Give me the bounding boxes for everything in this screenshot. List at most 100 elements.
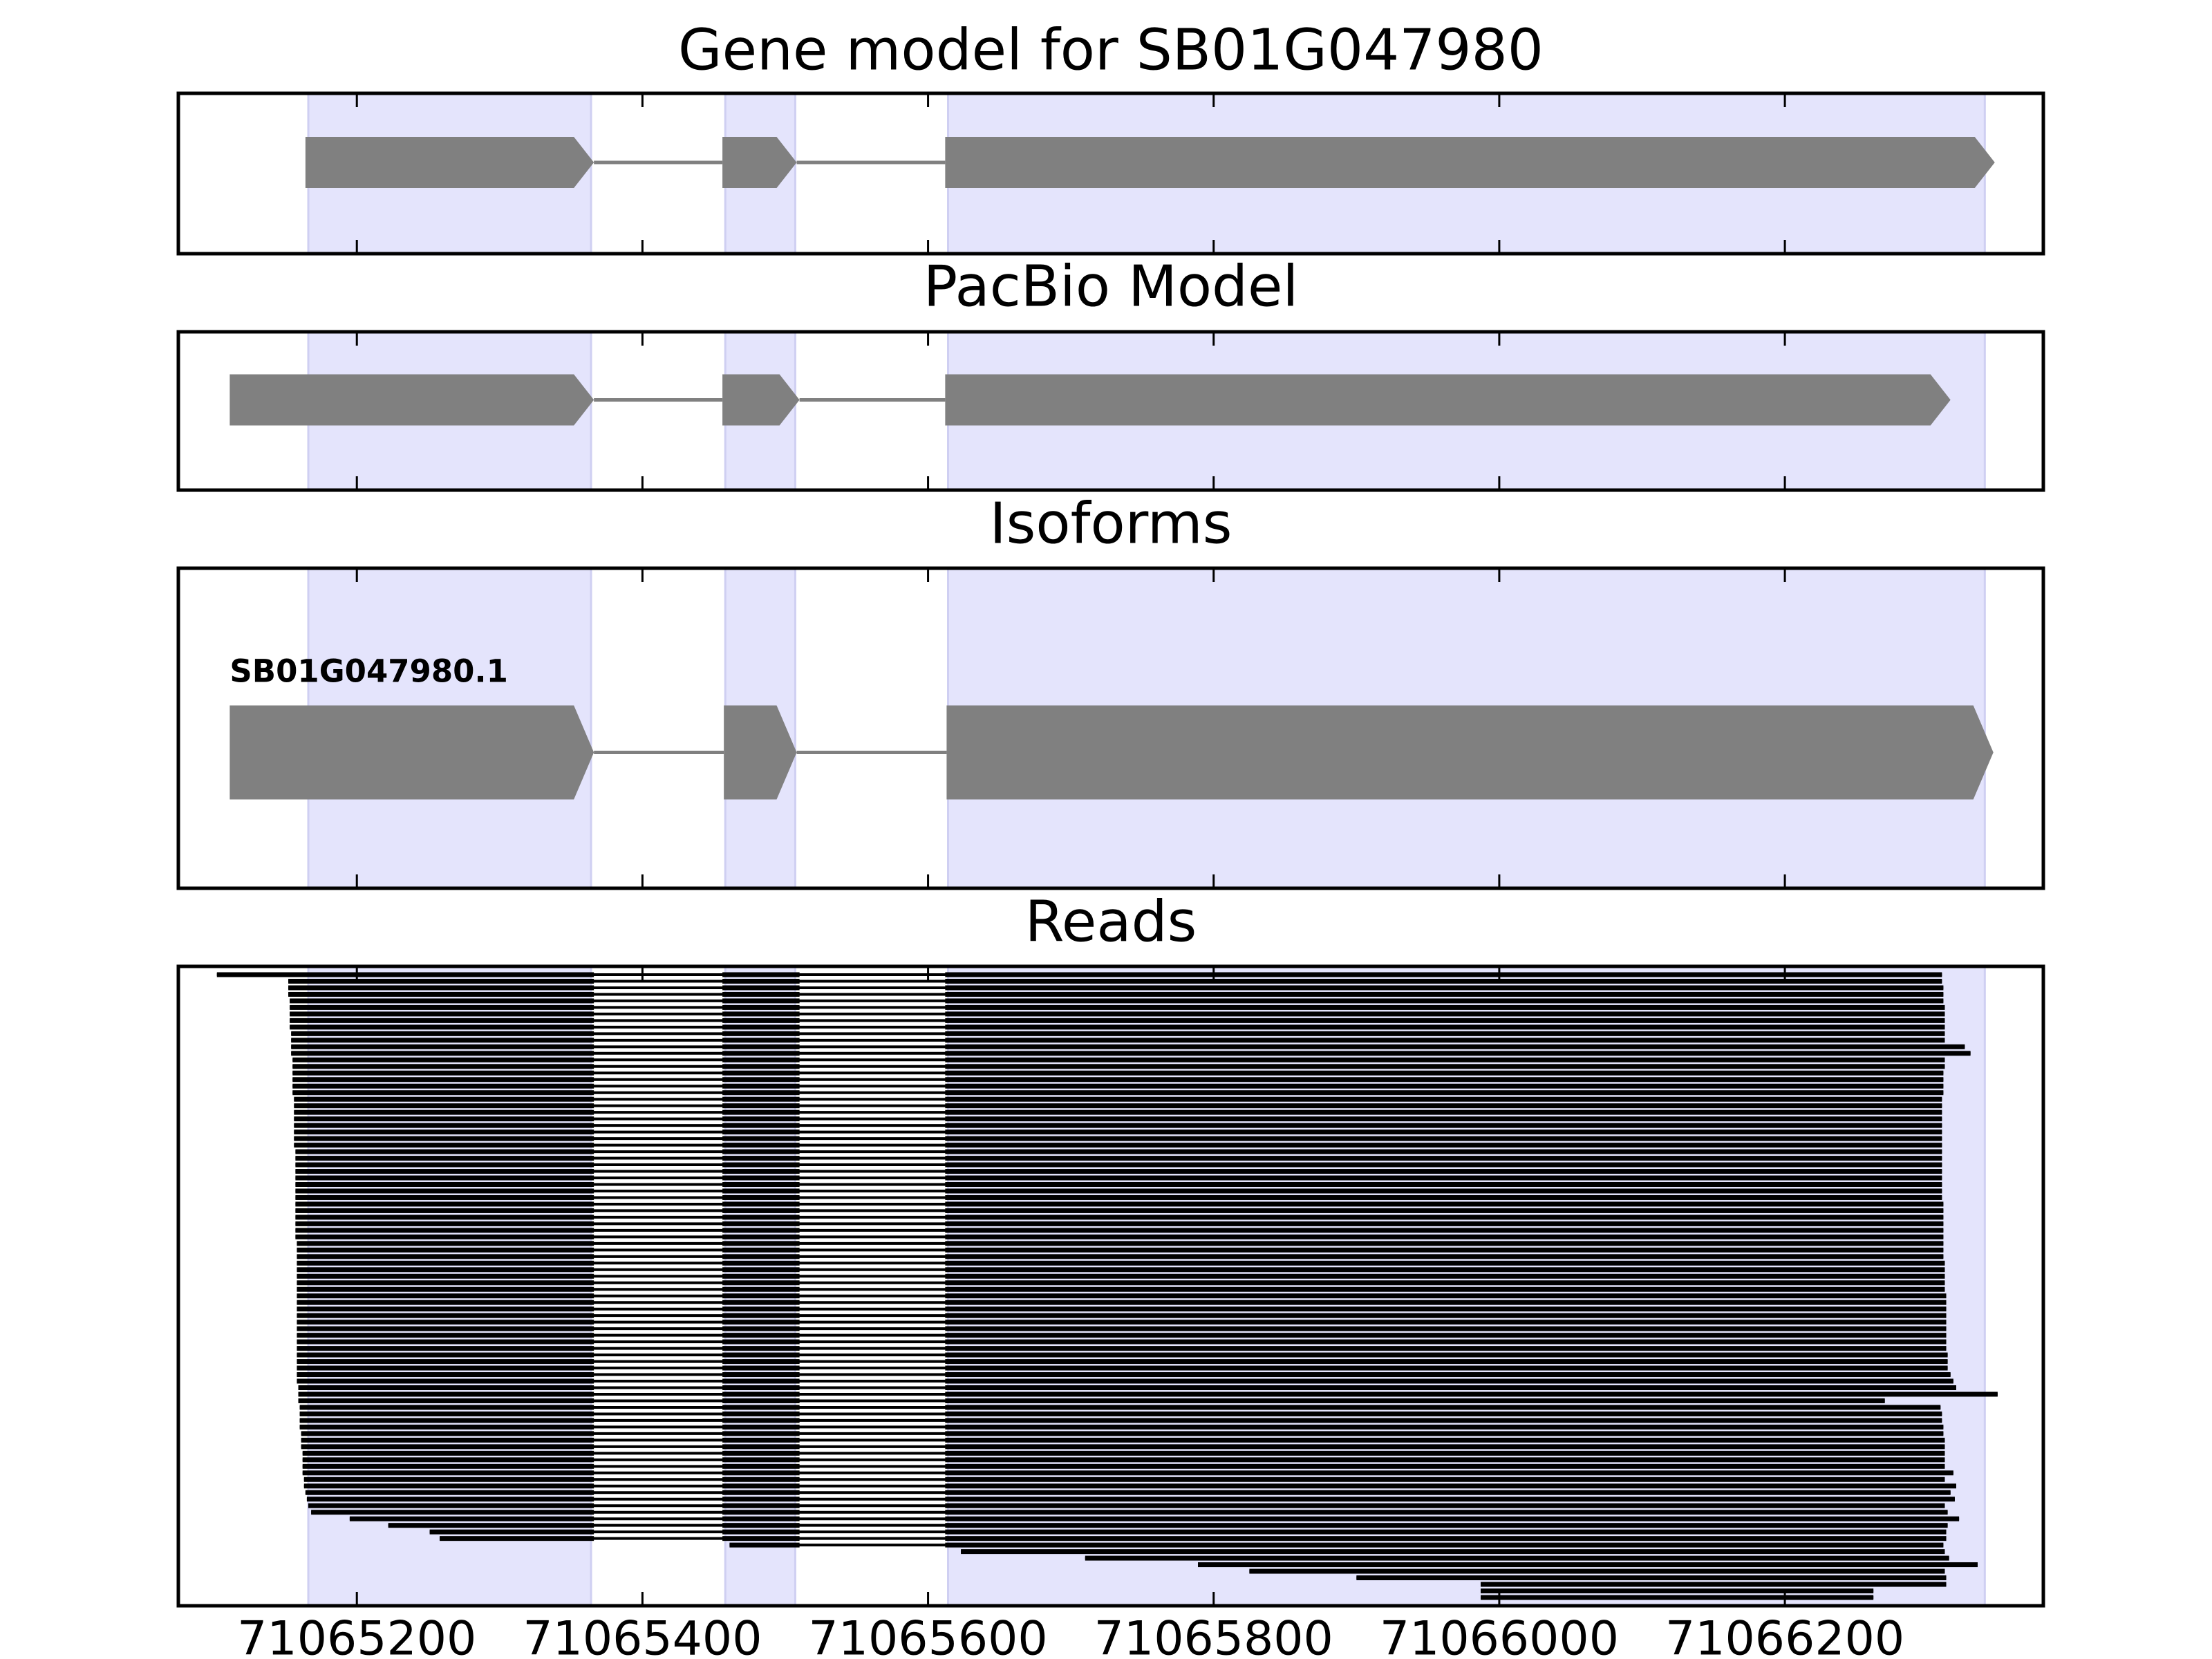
- read-block: [945, 1457, 1945, 1463]
- read-block: [297, 1320, 594, 1325]
- read-block: [722, 1313, 800, 1318]
- read-block: [722, 1260, 800, 1266]
- read-block: [722, 1090, 800, 1096]
- read-block: [295, 1208, 594, 1213]
- read-block: [295, 1162, 594, 1168]
- read-block: [722, 1444, 800, 1450]
- read-block: [297, 1247, 594, 1253]
- read-block: [440, 1536, 594, 1541]
- read-block: [290, 998, 594, 1004]
- read-block: [297, 1333, 594, 1338]
- read-block: [722, 1070, 800, 1076]
- read-block: [302, 1457, 594, 1463]
- read-block: [945, 1260, 1945, 1266]
- read-block: [722, 1162, 800, 1168]
- read-block: [722, 1221, 800, 1226]
- read-block: [305, 1490, 594, 1495]
- read-block: [945, 1411, 1942, 1416]
- read-block: [1481, 1582, 1947, 1587]
- read-block: [945, 1169, 1942, 1174]
- read-block: [945, 1503, 1945, 1508]
- read-block: [302, 1450, 594, 1456]
- read-block: [301, 1444, 594, 1450]
- read-block: [722, 1306, 800, 1312]
- read-block: [945, 1130, 1942, 1135]
- read-block: [1085, 1555, 1949, 1561]
- read-block: [722, 998, 800, 1004]
- read-block: [722, 1300, 800, 1305]
- read-block: [301, 1437, 594, 1443]
- read-block: [945, 1510, 1948, 1515]
- read-block: [722, 1320, 800, 1325]
- read-block: [945, 1011, 1945, 1017]
- read-block: [945, 1529, 1947, 1535]
- read-block: [722, 1437, 800, 1443]
- read-block: [945, 998, 1944, 1004]
- read-block: [945, 1490, 1951, 1495]
- read-block: [722, 1503, 800, 1508]
- read-block: [297, 1300, 594, 1305]
- panel-frame: [176, 566, 2045, 890]
- read-block: [722, 1241, 800, 1246]
- read-block: [945, 1162, 1942, 1168]
- read-block: [1481, 1588, 1874, 1594]
- read-block: [945, 1221, 1944, 1226]
- read-block: [945, 1188, 1942, 1194]
- exon: [945, 137, 1995, 188]
- read-block: [294, 1096, 594, 1102]
- read-block: [297, 1267, 594, 1273]
- exon: [722, 137, 797, 188]
- read-block: [294, 1116, 594, 1122]
- read-block: [294, 1109, 594, 1115]
- read-block: [945, 1116, 1942, 1122]
- read-block: [722, 1109, 800, 1115]
- read-block: [349, 1516, 594, 1521]
- exon: [305, 137, 594, 188]
- read-block: [1356, 1575, 1947, 1581]
- read-block: [945, 1123, 1942, 1128]
- read-block: [295, 1234, 594, 1239]
- read-block: [722, 1398, 800, 1403]
- read-block: [297, 1339, 594, 1344]
- read-block: [722, 1431, 800, 1436]
- read-block: [722, 1359, 800, 1365]
- panel-title: Gene model for SB01G047980: [678, 17, 1544, 83]
- read-block: [722, 1103, 800, 1109]
- read-block: [945, 978, 1942, 984]
- read-block: [945, 1241, 1944, 1246]
- read-block: [945, 1352, 1948, 1358]
- read-block: [945, 1391, 1998, 1397]
- read-block: [945, 1103, 1942, 1109]
- read-block: [722, 1024, 800, 1030]
- read-block: [722, 985, 800, 991]
- read-block: [945, 1398, 1885, 1403]
- read-block: [729, 1542, 800, 1548]
- read-block: [295, 1201, 594, 1207]
- read-block: [722, 1333, 800, 1338]
- read-block: [722, 1064, 800, 1069]
- x-tick-label: 71066000: [1380, 1612, 1619, 1659]
- read-block: [295, 1228, 594, 1233]
- read-block: [722, 1293, 800, 1299]
- read-block: [298, 1385, 594, 1391]
- read-block: [945, 1254, 1944, 1259]
- exon: [722, 374, 800, 426]
- read-block: [722, 1391, 800, 1397]
- read-block: [297, 1286, 594, 1292]
- read-block: [722, 1175, 800, 1181]
- read-block: [722, 1326, 800, 1331]
- read-block: [945, 1523, 1948, 1528]
- read-block: [303, 1477, 594, 1482]
- read-block: [722, 1450, 800, 1456]
- read-block: [722, 1004, 800, 1010]
- read-block: [945, 1536, 1947, 1541]
- read-block: [945, 1267, 1945, 1273]
- read-block: [294, 1130, 594, 1135]
- read-block: [722, 1280, 800, 1286]
- read-block: [429, 1529, 594, 1535]
- read-block: [722, 1273, 800, 1279]
- exon: [229, 374, 594, 426]
- read-block: [945, 1044, 1965, 1049]
- read-block: [945, 1181, 1942, 1187]
- exon: [724, 705, 797, 800]
